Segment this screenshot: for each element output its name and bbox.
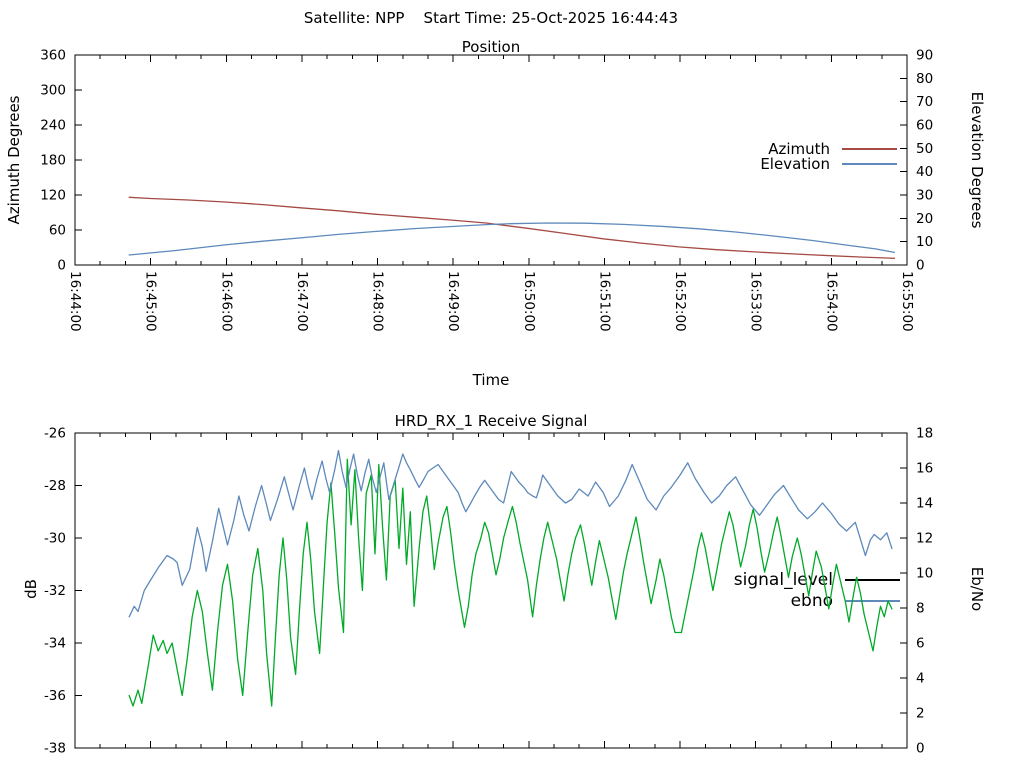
svg-text:-30: -30 xyxy=(44,531,66,547)
azimuth-axis-label: Azimuth Degrees xyxy=(5,95,23,225)
svg-text:10: 10 xyxy=(916,566,933,582)
svg-text:12: 12 xyxy=(916,531,933,547)
svg-text:16:53:00: 16:53:00 xyxy=(748,271,764,332)
legend-item-signal-level: signal_level xyxy=(620,569,900,590)
svg-text:18: 18 xyxy=(916,426,933,442)
svg-text:360: 360 xyxy=(40,48,66,64)
svg-text:4: 4 xyxy=(916,671,925,687)
receive-signal-legend: signal_level ebno xyxy=(620,569,900,611)
svg-text:120: 120 xyxy=(40,188,66,204)
svg-text:6: 6 xyxy=(916,636,925,652)
svg-text:16:49:00: 16:49:00 xyxy=(445,271,461,332)
legend-item-ebno: ebno xyxy=(620,590,900,611)
svg-text:16:46:00: 16:46:00 xyxy=(218,271,234,332)
svg-text:0: 0 xyxy=(916,741,925,757)
svg-text:90: 90 xyxy=(916,48,933,64)
svg-text:16:45:00: 16:45:00 xyxy=(143,271,159,332)
svg-text:10: 10 xyxy=(916,234,933,250)
svg-text:16:50:00: 16:50:00 xyxy=(521,271,537,332)
svg-text:2: 2 xyxy=(916,706,925,722)
svg-text:80: 80 xyxy=(916,71,933,87)
legend-item-elevation: Elevation xyxy=(657,154,897,173)
svg-text:60: 60 xyxy=(916,118,933,134)
position-chart-title: Position xyxy=(461,38,521,56)
svg-text:-36: -36 xyxy=(44,688,66,704)
receive-signal-chart-title: HRD_RX_1 Receive Signal xyxy=(394,412,588,430)
svg-text:-28: -28 xyxy=(44,478,66,494)
svg-text:-38: -38 xyxy=(44,741,66,757)
db-axis-label: dB xyxy=(22,579,40,599)
svg-text:0: 0 xyxy=(916,258,925,274)
svg-text:16:51:00: 16:51:00 xyxy=(596,271,612,332)
svg-text:16:52:00: 16:52:00 xyxy=(672,271,688,332)
svg-text:16:55:00: 16:55:00 xyxy=(899,271,915,332)
svg-text:30: 30 xyxy=(916,188,933,204)
legend-label-elevation: Elevation xyxy=(760,154,830,173)
svg-text:-26: -26 xyxy=(44,426,66,442)
svg-text:60: 60 xyxy=(49,223,66,239)
elevation-axis-label: Elevation Degrees xyxy=(968,91,986,229)
svg-text:240: 240 xyxy=(40,118,66,134)
time-axis-label: Time xyxy=(472,371,510,389)
svg-text:16:54:00: 16:54:00 xyxy=(823,271,839,332)
azimuth-line-swatch xyxy=(842,147,897,150)
ebno-line-swatch xyxy=(845,599,900,602)
svg-text:16:48:00: 16:48:00 xyxy=(370,271,386,332)
svg-text:300: 300 xyxy=(40,83,66,99)
svg-text:8: 8 xyxy=(916,601,925,617)
svg-text:70: 70 xyxy=(916,94,933,110)
elevation-line-swatch xyxy=(842,162,897,165)
svg-text:-32: -32 xyxy=(44,583,66,599)
position-legend: Azimuth Elevation xyxy=(657,140,897,173)
svg-text:20: 20 xyxy=(916,211,933,227)
svg-text:50: 50 xyxy=(916,141,933,157)
legend-label-signal-level: signal_level xyxy=(733,569,833,590)
svg-text:40: 40 xyxy=(916,164,933,180)
svg-text:14: 14 xyxy=(916,496,933,512)
signal-level-line-swatch xyxy=(845,578,900,581)
main-title: Satellite: NPP Start Time: 25-Oct-2025 1… xyxy=(303,9,679,27)
svg-text:0: 0 xyxy=(57,258,66,274)
svg-text:180: 180 xyxy=(40,153,66,169)
svg-text:16:44:00: 16:44:00 xyxy=(67,271,83,332)
ebno-axis-label: Eb/No xyxy=(968,566,986,612)
svg-text:16: 16 xyxy=(916,461,933,477)
legend-label-ebno: ebno xyxy=(790,590,833,611)
svg-text:16:47:00: 16:47:00 xyxy=(294,271,310,332)
svg-text:-34: -34 xyxy=(44,636,66,652)
